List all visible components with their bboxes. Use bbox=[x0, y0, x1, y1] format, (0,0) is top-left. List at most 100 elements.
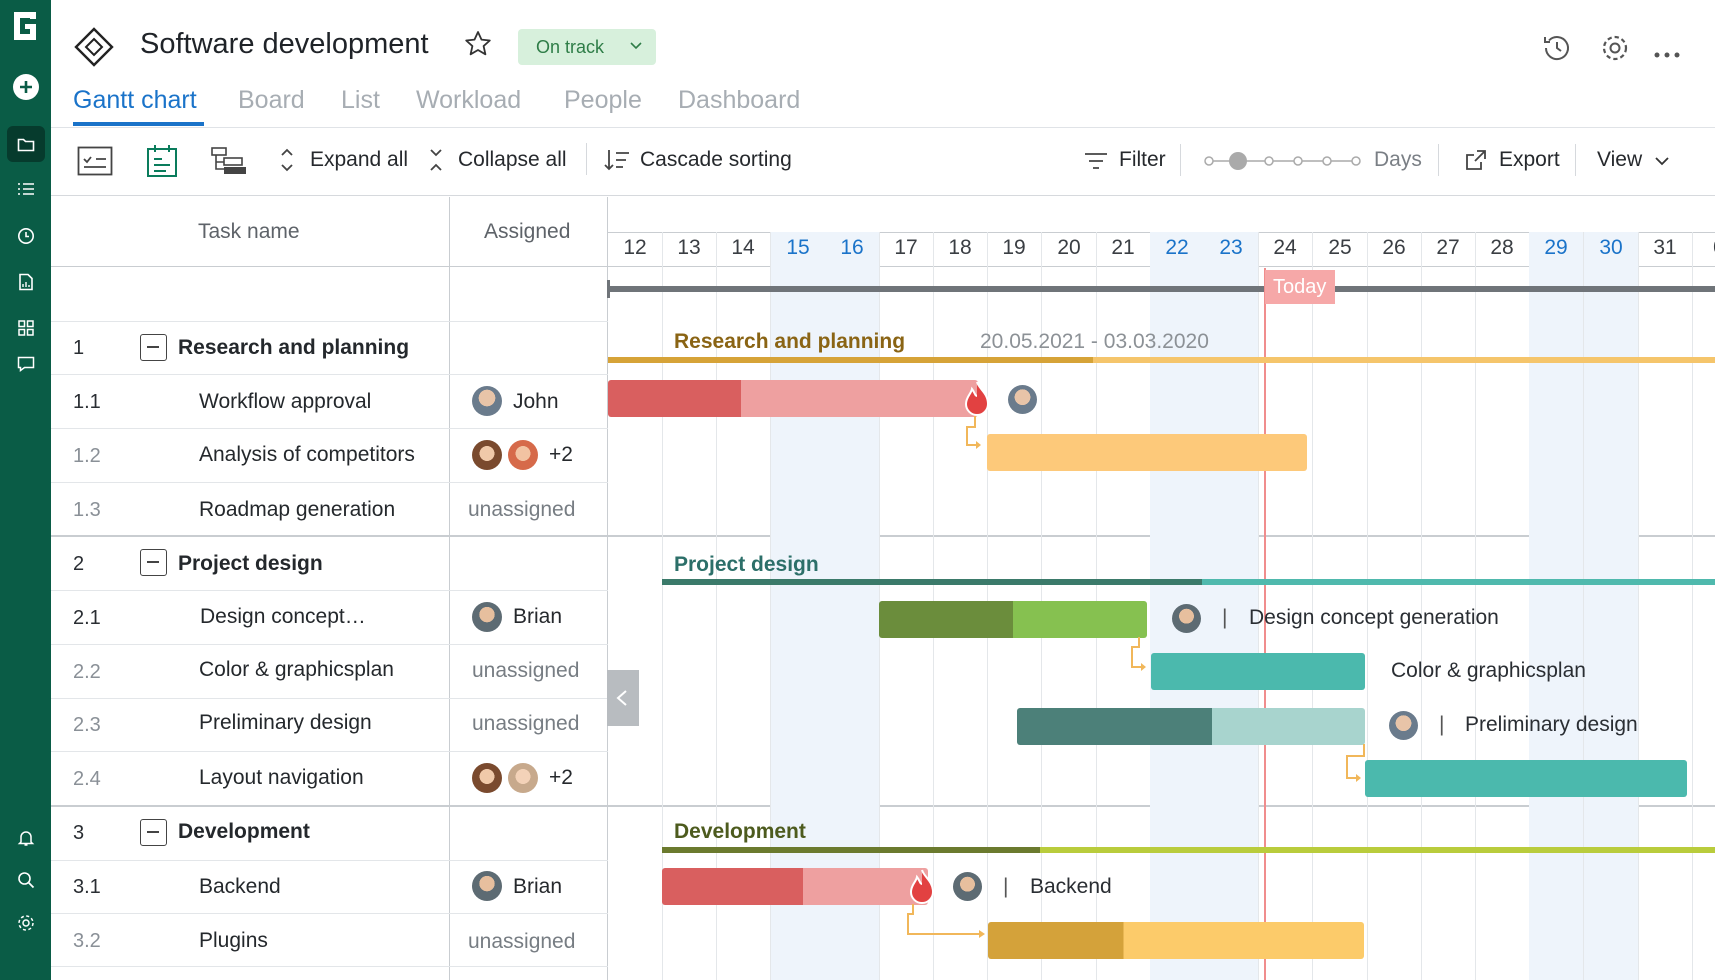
column-assigned[interactable]: Assigned bbox=[484, 220, 571, 243]
list-icon[interactable] bbox=[10, 173, 42, 205]
collapse-all-button[interactable]: Collapse all bbox=[458, 148, 567, 171]
row-number: 2.1 bbox=[73, 607, 101, 629]
assignee-name[interactable]: Brian bbox=[513, 605, 563, 628]
assignee-unassigned[interactable]: unassigned bbox=[468, 930, 576, 953]
assignee-more[interactable]: +2 bbox=[549, 443, 573, 466]
group-remaining-bar[interactable] bbox=[1040, 847, 1715, 853]
task-name[interactable]: Design concept… bbox=[200, 605, 366, 628]
export-button[interactable]: Export bbox=[1499, 148, 1560, 171]
clock-icon[interactable] bbox=[10, 220, 42, 252]
row-number: 3.1 bbox=[73, 876, 101, 898]
task-bar-backend[interactable] bbox=[662, 868, 928, 905]
tab-dashboard[interactable]: Dashboard bbox=[678, 86, 801, 114]
group-progress-bar[interactable] bbox=[608, 357, 1093, 363]
group-name[interactable]: Research and planning bbox=[178, 336, 410, 359]
cascade-sorting-button[interactable]: Cascade sorting bbox=[640, 148, 792, 171]
report-icon[interactable] bbox=[10, 266, 42, 298]
apps-icon[interactable] bbox=[10, 312, 42, 344]
day-column-line bbox=[1638, 232, 1639, 980]
avatar bbox=[472, 871, 502, 901]
row-divider bbox=[51, 428, 608, 429]
task-name[interactable]: Plugins bbox=[199, 929, 268, 952]
task-label: Design concept generation bbox=[1249, 606, 1499, 629]
group-remaining-bar[interactable] bbox=[1093, 357, 1715, 363]
row-number: 3.2 bbox=[73, 930, 101, 952]
assignee-unassigned[interactable]: unassigned bbox=[472, 659, 580, 682]
favorite-star-icon[interactable] bbox=[463, 29, 493, 64]
day-column-line bbox=[1421, 232, 1422, 980]
today-line bbox=[1264, 268, 1266, 980]
projects-icon[interactable] bbox=[7, 126, 45, 162]
history-icon[interactable] bbox=[1541, 32, 1573, 69]
project-icon bbox=[73, 26, 115, 73]
tab-workload[interactable]: Workload bbox=[416, 86, 522, 114]
dependency-arrow bbox=[1131, 637, 1146, 671]
add-icon[interactable] bbox=[10, 71, 42, 103]
project-title: Software development bbox=[140, 28, 429, 60]
day-column-line bbox=[662, 232, 663, 980]
collapse-group-icon[interactable] bbox=[140, 334, 167, 361]
row-number: 1.1 bbox=[73, 391, 101, 413]
grid-timeline-divider bbox=[607, 197, 608, 980]
assignee-unassigned[interactable]: unassigned bbox=[468, 498, 576, 521]
task-bar-layout-navigation[interactable] bbox=[1365, 760, 1687, 797]
collapse-group-icon[interactable] bbox=[140, 819, 167, 846]
row-divider bbox=[51, 860, 608, 861]
task-name[interactable]: Workflow approval bbox=[199, 390, 372, 413]
task-name[interactable]: Backend bbox=[199, 875, 281, 898]
row-number: 1.2 bbox=[73, 445, 101, 467]
task-name[interactable]: Preliminary design bbox=[199, 711, 372, 734]
group-progress-bar[interactable] bbox=[662, 579, 1202, 585]
tab-gantt-chart[interactable]: Gantt chart bbox=[73, 86, 197, 114]
panel-collapse-handle[interactable] bbox=[607, 670, 639, 726]
task-bar-plugins[interactable] bbox=[988, 922, 1364, 959]
chat-icon[interactable] bbox=[10, 348, 42, 380]
row-number: 2.4 bbox=[73, 768, 101, 790]
project-header bbox=[51, 0, 1715, 128]
search-icon[interactable] bbox=[10, 864, 42, 896]
collapse-group-icon[interactable] bbox=[140, 549, 167, 576]
column-task-name[interactable]: Task name bbox=[198, 220, 300, 243]
group-name[interactable]: Development bbox=[178, 820, 310, 843]
status-dropdown[interactable]: On track bbox=[518, 29, 656, 65]
task-bar-workflow-approval[interactable] bbox=[608, 380, 978, 417]
assignee-unassigned[interactable]: unassigned bbox=[472, 712, 580, 735]
more-icon[interactable] bbox=[1653, 46, 1681, 64]
bell-icon[interactable] bbox=[10, 822, 42, 854]
group-name[interactable]: Project design bbox=[178, 552, 323, 575]
tab-people[interactable]: People bbox=[564, 86, 642, 114]
section-divider bbox=[51, 805, 1715, 807]
toolbar-divider bbox=[1575, 144, 1576, 176]
group-remaining-bar[interactable] bbox=[1202, 579, 1715, 585]
gear-icon[interactable] bbox=[1600, 33, 1630, 68]
chevron-down-icon bbox=[1655, 157, 1669, 166]
project-span-start bbox=[607, 280, 610, 298]
grid-header bbox=[51, 197, 608, 267]
assignee-name[interactable]: Brian bbox=[513, 875, 563, 898]
task-bar-analysis-of-competitors[interactable] bbox=[987, 434, 1307, 471]
calendar-icon[interactable] bbox=[146, 144, 178, 183]
settings-icon[interactable] bbox=[10, 907, 42, 939]
task-name[interactable]: Layout navigation bbox=[199, 766, 364, 789]
task-name[interactable]: Roadmap generation bbox=[199, 498, 396, 521]
expand-all-button[interactable]: Expand all bbox=[310, 148, 409, 171]
zoom-slider[interactable] bbox=[1203, 150, 1363, 177]
group-progress-bar[interactable] bbox=[662, 847, 1040, 853]
task-bar-color-graphicsplan[interactable] bbox=[1151, 653, 1365, 690]
task-name[interactable]: Color & graphicsplan bbox=[199, 658, 394, 681]
view-button[interactable]: View bbox=[1597, 148, 1643, 171]
hierarchy-icon[interactable] bbox=[210, 146, 248, 181]
task-view-icon[interactable] bbox=[77, 146, 113, 181]
assignee-name[interactable]: John bbox=[513, 390, 559, 413]
section-divider bbox=[51, 535, 1715, 537]
tab-list[interactable]: List bbox=[341, 86, 380, 114]
assignee-more[interactable]: +2 bbox=[549, 766, 573, 789]
day-column-line bbox=[1583, 232, 1584, 980]
row-divider bbox=[51, 321, 608, 322]
task-name[interactable]: Analysis of competitors bbox=[199, 443, 415, 466]
app-logo[interactable] bbox=[10, 10, 42, 42]
task-bar-design-concept[interactable] bbox=[879, 601, 1147, 638]
task-bar-preliminary-design[interactable] bbox=[1017, 708, 1365, 745]
tab-board[interactable]: Board bbox=[238, 86, 305, 114]
filter-button[interactable]: Filter bbox=[1119, 148, 1166, 171]
